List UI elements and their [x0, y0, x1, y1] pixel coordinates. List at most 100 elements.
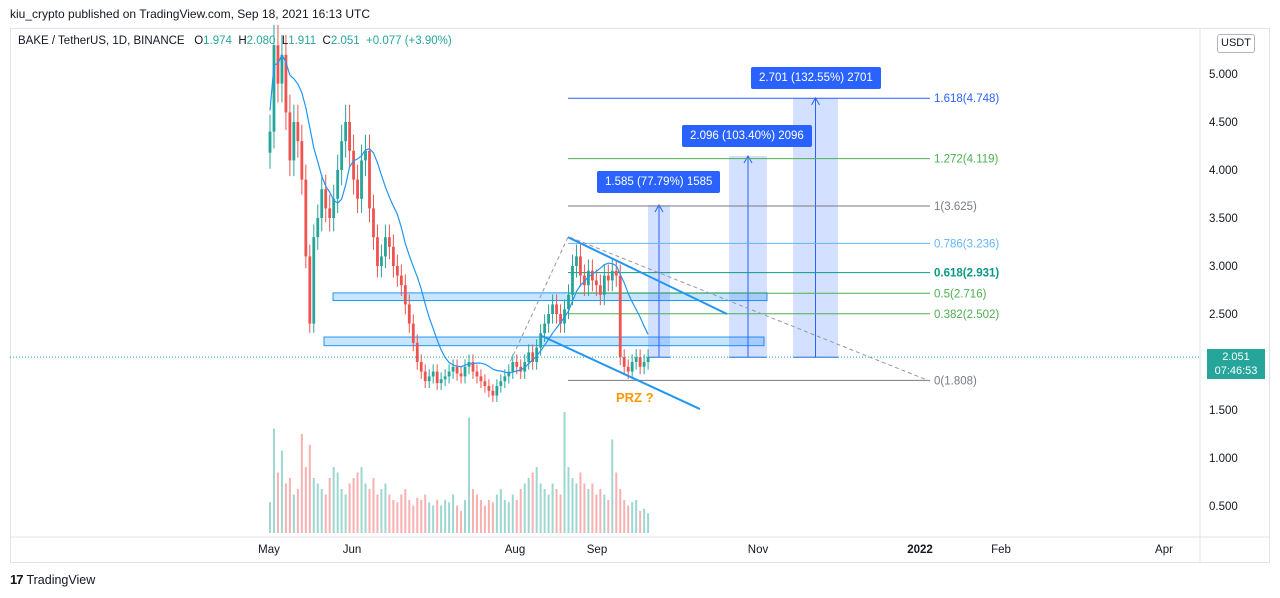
- candle-body: [646, 357, 650, 362]
- candle-body: [411, 323, 415, 343]
- volume-bar: [639, 511, 642, 533]
- volume-bar: [432, 505, 435, 533]
- volume-bar: [312, 478, 315, 533]
- candle-body: [376, 237, 379, 266]
- low-value: 1.911: [288, 35, 317, 47]
- high-value: 2.080: [246, 35, 276, 47]
- volume-bar: [507, 502, 510, 533]
- x-tick-label: 2022: [907, 544, 933, 556]
- x-tick-label: Jun: [343, 544, 362, 556]
- candle-body: [475, 371, 479, 377]
- candle-body: [296, 122, 300, 142]
- volume-bar: [376, 494, 379, 533]
- volume-bar: [328, 478, 331, 533]
- symbol-title[interactable]: BAKE / TetherUS, 1D, BINANCE: [18, 35, 185, 47]
- candle-body: [268, 131, 272, 153]
- candle-body: [610, 270, 614, 281]
- candle-body: [443, 376, 447, 380]
- candle-body: [495, 386, 499, 396]
- bar-countdown: 07:46:53: [1214, 365, 1258, 377]
- volume-bar: [420, 500, 423, 533]
- candle-body: [324, 189, 328, 209]
- dashed-fib-anchor-line: [509, 236, 569, 363]
- candle-body: [547, 314, 550, 324]
- candle-body: [483, 381, 487, 386]
- candle-body: [395, 266, 399, 276]
- fib-level-label: 1(3.625): [934, 201, 977, 213]
- candle-body: [459, 373, 463, 377]
- volume-bar: [324, 494, 327, 533]
- candle-body: [642, 362, 646, 367]
- moving-average: [269, 53, 649, 374]
- volume-bar: [348, 483, 351, 533]
- target-label-1[interactable]: 1.585 (77.79%) 1585: [597, 171, 721, 193]
- volume-bar: [352, 478, 355, 533]
- volume-bar: [599, 489, 602, 533]
- trendlines: [10, 236, 1200, 410]
- volume-bar: [587, 489, 590, 533]
- volume-bar: [444, 500, 447, 533]
- candle-body: [380, 256, 383, 266]
- candle-body: [622, 357, 626, 367]
- volume-bar: [551, 483, 554, 533]
- candle-body: [543, 323, 547, 334]
- candle-body: [352, 150, 355, 180]
- fib-level-label: 0.786(3.236): [934, 238, 999, 250]
- volume-bar: [468, 417, 470, 533]
- volume-bar: [296, 489, 299, 533]
- volume-bar: [543, 489, 546, 533]
- x-tick-label: Apr: [1155, 544, 1173, 556]
- target-label-3[interactable]: 2.701 (132.55%) 2701: [751, 67, 881, 89]
- y-tick-label: 3.500: [1209, 213, 1238, 225]
- candle-body: [403, 285, 407, 305]
- volume-bar: [491, 502, 494, 533]
- candle-body: [415, 342, 419, 362]
- volume-bar: [643, 508, 646, 533]
- candle-body: [300, 141, 304, 180]
- volume-bar: [471, 489, 474, 533]
- candle-body: [634, 357, 638, 362]
- currency-button[interactable]: USDT: [1217, 34, 1255, 53]
- candle-body: [419, 362, 423, 372]
- volume-bar: [380, 489, 383, 533]
- candle-body: [316, 218, 320, 238]
- volume-bar: [483, 505, 486, 533]
- volume-bar: [479, 500, 482, 533]
- candle-body: [539, 333, 543, 348]
- volume-bar: [583, 483, 586, 533]
- volume-bar: [392, 500, 395, 533]
- volume-bar: [280, 450, 283, 533]
- candle-body: [587, 270, 590, 286]
- volume-bar: [340, 489, 343, 533]
- candle-body: [288, 112, 292, 161]
- target-label-2[interactable]: 2.096 (103.40%) 2096: [682, 125, 812, 147]
- volume-bar: [284, 483, 287, 533]
- volume-bar: [308, 445, 311, 533]
- candle-body: [284, 54, 288, 113]
- volume-bar: [539, 483, 542, 533]
- candle-body: [332, 198, 336, 218]
- open-value: 1.974: [203, 35, 232, 47]
- candle-body: [602, 275, 606, 295]
- y-tick-label: 1.500: [1209, 405, 1238, 417]
- candle-body: [388, 237, 391, 247]
- candle-body: [348, 122, 351, 151]
- candle-body: [344, 122, 348, 142]
- low-label: L: [281, 35, 289, 47]
- volume-bar: [579, 472, 582, 533]
- volume-bar: [372, 478, 375, 533]
- x-tick-label: Aug: [505, 544, 525, 556]
- candle-body: [579, 256, 582, 276]
- volume-bar: [627, 505, 630, 533]
- tradingview-logo-icon: 17: [10, 572, 24, 587]
- close-label: C: [322, 35, 331, 47]
- y-tick-label: 4.000: [1209, 165, 1238, 177]
- volume-bar: [499, 489, 502, 533]
- candle-body: [471, 362, 475, 372]
- fib-level-label: 0.618(2.931): [934, 268, 999, 280]
- candle-body: [594, 280, 598, 286]
- volume-bar: [503, 500, 506, 533]
- last-price-value: 2.051: [1222, 351, 1250, 363]
- volume-bar: [336, 472, 339, 533]
